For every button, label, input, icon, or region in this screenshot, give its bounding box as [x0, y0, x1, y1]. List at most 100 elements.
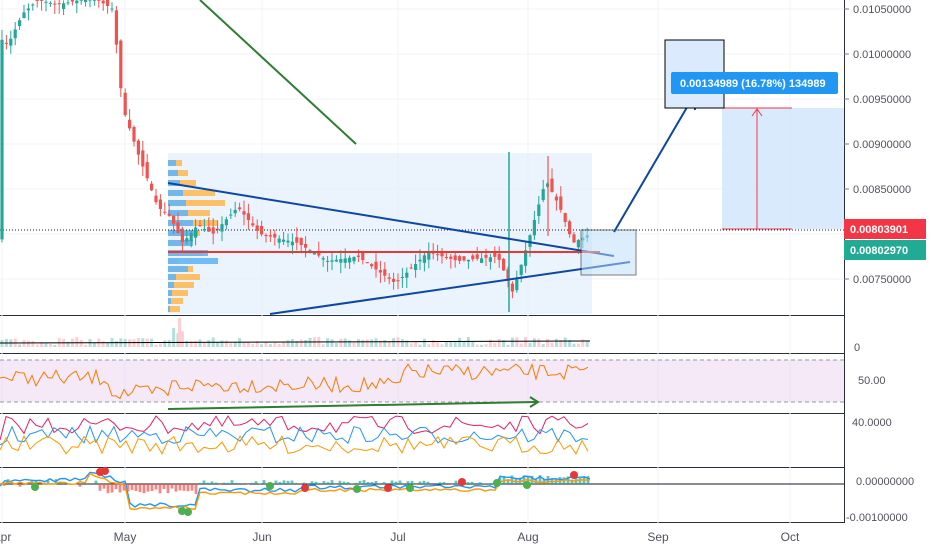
price-pane[interactable] — [0, 0, 844, 315]
measure-label: 0.00134989 (16.78%) 134989 — [680, 78, 826, 90]
macd-histogram-bar — [438, 482, 442, 484]
volume-profile-bar — [168, 306, 170, 312]
candle-body — [238, 207, 242, 210]
macd-histogram-bar — [274, 480, 278, 484]
candle-body — [35, 0, 39, 1]
volume-pane[interactable] — [0, 318, 591, 347]
macd-histogram-bar — [142, 484, 146, 494]
candle-body — [66, 2, 70, 4]
volume-profile-bar — [168, 306, 180, 312]
volume-bar — [541, 344, 545, 347]
volume-axis-label: 0 — [854, 342, 860, 354]
volume-bar — [326, 338, 330, 347]
macd-histogram-bar — [22, 484, 26, 486]
candle-body — [519, 264, 523, 275]
volume-bar — [400, 339, 404, 347]
volume-bar — [484, 344, 488, 347]
candle-body — [365, 262, 369, 264]
volume-bar — [224, 340, 228, 347]
macd-histogram-bar — [506, 479, 510, 484]
dmi-axis-label: 40.0000 — [852, 417, 892, 429]
date-label: Jul — [390, 530, 405, 544]
volume-bar — [515, 337, 519, 347]
volume-bar — [537, 338, 541, 347]
candle-body — [132, 126, 136, 142]
macd-histogram-bar — [250, 482, 254, 484]
rsi-divergence-line — [167, 401, 537, 410]
candle-body — [172, 215, 176, 224]
rsi-line — [0, 362, 589, 400]
volume-bar — [40, 342, 44, 347]
candle-body — [106, 0, 110, 6]
candle-body — [136, 140, 140, 155]
macd-cross-marker — [353, 485, 361, 493]
macd-signal-line — [0, 472, 591, 511]
macd-histogram-bar — [170, 484, 174, 489]
volume-bar — [178, 318, 181, 347]
macd-histogram-bar — [130, 484, 134, 490]
candle-body — [9, 38, 13, 46]
volume-bar — [0, 340, 4, 347]
candle-body — [352, 257, 356, 262]
volume-profile-bar — [168, 266, 188, 272]
candle-body — [194, 227, 198, 238]
macd-histogram-bar — [334, 484, 338, 485]
macd-pane[interactable] — [0, 467, 844, 516]
macd-histogram-bar — [578, 478, 582, 484]
candle-body — [405, 272, 409, 278]
price-tick-label: 0.00950000 — [853, 94, 911, 106]
candle-body — [273, 233, 277, 238]
candle-body — [383, 269, 387, 276]
volume-bar — [532, 338, 536, 347]
volume-bar — [26, 340, 30, 347]
candle-body — [110, 8, 114, 10]
macd-histogram-bar — [182, 484, 186, 491]
dmi-pane[interactable] — [0, 415, 589, 455]
candle-body — [480, 258, 484, 263]
target-zone — [722, 108, 844, 229]
macd-histogram-bar — [206, 482, 210, 484]
candle-body — [528, 235, 532, 247]
candle-body — [392, 278, 396, 282]
macd-histogram-bar — [178, 484, 182, 491]
candle-body — [295, 237, 299, 243]
candle-body — [299, 237, 303, 246]
candle-body — [378, 270, 382, 273]
candle-body — [304, 243, 308, 248]
volume-bar — [66, 341, 70, 347]
macd-histogram-bar — [234, 482, 238, 484]
volume-bar — [255, 341, 259, 347]
candle-body — [497, 253, 501, 260]
measure-label-bg — [671, 72, 838, 94]
candle-body — [440, 250, 444, 257]
volume-bar — [440, 344, 444, 347]
candle-body — [88, 0, 92, 1]
volume-profile-bar — [168, 298, 171, 304]
volume-bar — [497, 338, 501, 347]
macd-histogram-bar — [350, 483, 354, 484]
macd-histogram-bar — [442, 482, 446, 484]
candle-body — [387, 277, 391, 279]
rsi-pane[interactable] — [0, 359, 844, 410]
dmi-line — [0, 434, 589, 455]
volume-bar — [405, 340, 409, 347]
candle-body — [484, 254, 488, 258]
volume-bar — [189, 340, 193, 347]
volume-profile-bar — [168, 290, 188, 296]
dmi-line — [0, 415, 589, 441]
candle-body — [158, 199, 162, 209]
volume-bar — [458, 337, 462, 347]
volume-bar — [585, 341, 589, 347]
macd-histogram-bar — [326, 482, 330, 484]
volume-bar — [299, 339, 303, 347]
volume-bar — [268, 344, 272, 347]
macd-axis-label-zero: 0.00000000 — [856, 476, 914, 488]
volume-bar — [180, 331, 184, 347]
date-axis[interactable]: Apr May Jun Jul Aug Sep Oct — [0, 530, 800, 544]
volume-bar — [106, 342, 110, 347]
volume-bar — [330, 339, 334, 347]
volume-bar — [510, 337, 514, 347]
candle-body — [568, 221, 572, 235]
measure-annotation[interactable]: 0.00134989 (16.78%) 134989 — [664, 39, 838, 109]
